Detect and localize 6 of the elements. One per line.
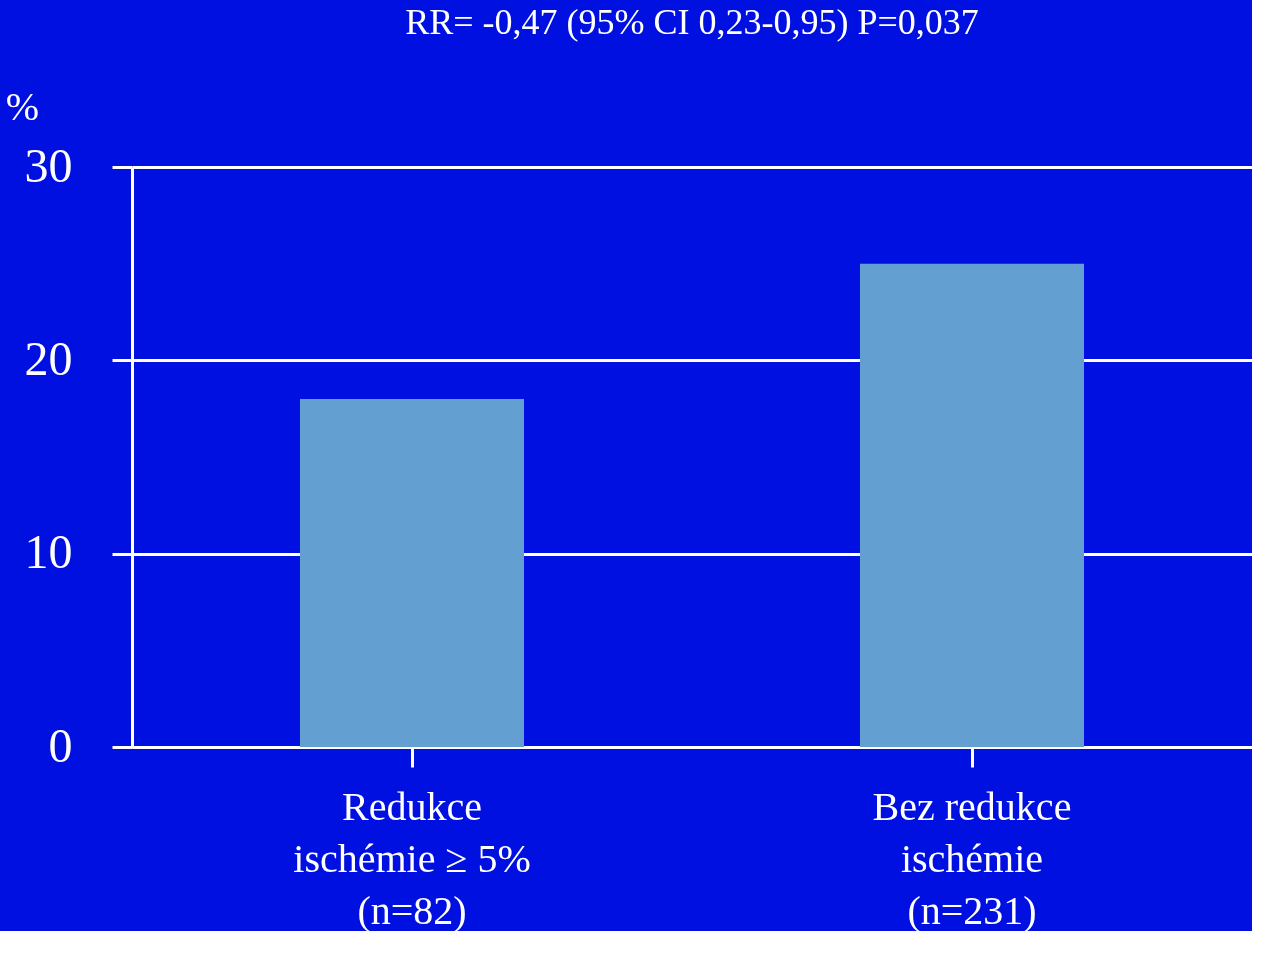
y-tick-label: 10: [24, 525, 73, 579]
y-axis-title: %: [5, 83, 40, 129]
y-tick-label: 0: [48, 718, 73, 772]
y-tick-label: 30: [24, 138, 73, 192]
y-tick-label: 20: [24, 331, 73, 385]
chart-title: RR= -0,47 (95% CI 0,23-0,95) P=0,037: [405, 2, 979, 42]
